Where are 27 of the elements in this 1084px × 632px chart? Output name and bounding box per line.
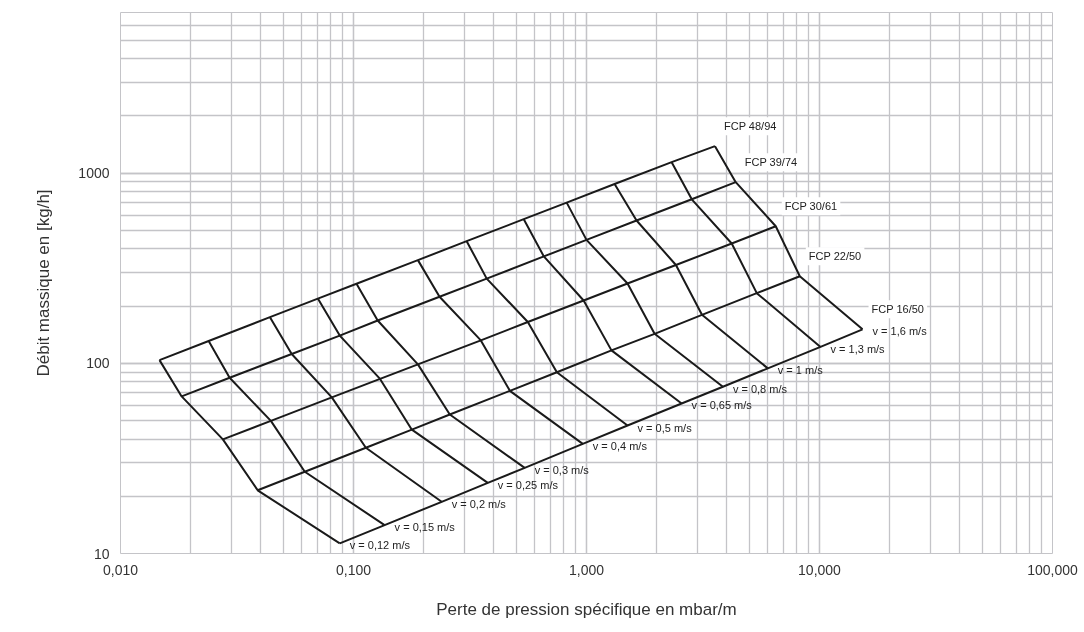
series-label: v = 0,2 m/s [451,497,507,510]
series-label: v = 1 m/s [777,364,824,377]
x-tick-label: 100,000 [1027,561,1079,578]
y-tick-label: 10 [93,545,110,562]
x-tick-label: 10,000 [798,561,842,578]
y-tick-label: 1000 [78,165,110,182]
series-label: v = 0,25 m/s [497,478,559,491]
series-label: v = 0,5 m/s [637,421,693,434]
y-tick-label: 100 [86,355,110,372]
series-label: FCP 22/50 [808,250,862,263]
x-tick-label: 0,100 [335,561,372,578]
x-tick-label: 1,000 [568,561,605,578]
series-label: v = 1,6 m/s [872,325,928,338]
series-label: FCP 30/61 [784,200,838,213]
x-axis-title: Perte de pression spécifique en mbar/m [436,599,737,619]
series-label: FCP 48/94 [723,120,777,133]
y-axis-title: Débit massique en [kg/h] [34,189,54,377]
series-label: v = 0,3 m/s [534,463,590,476]
series-label: v = 0,15 m/s [394,521,456,534]
series-label: FCP 39/74 [744,156,798,169]
series-label: v = 0,65 m/s [691,399,753,412]
series-label: v = 1,3 m/s [830,342,886,355]
series-label: FCP 16/50 [871,303,924,316]
series-label: v = 0,4 m/s [592,439,648,452]
x-tick-label: 0,010 [102,561,139,578]
series-label: v = 0,12 m/s [349,539,411,552]
series-label: v = 0,8 m/s [732,382,788,395]
